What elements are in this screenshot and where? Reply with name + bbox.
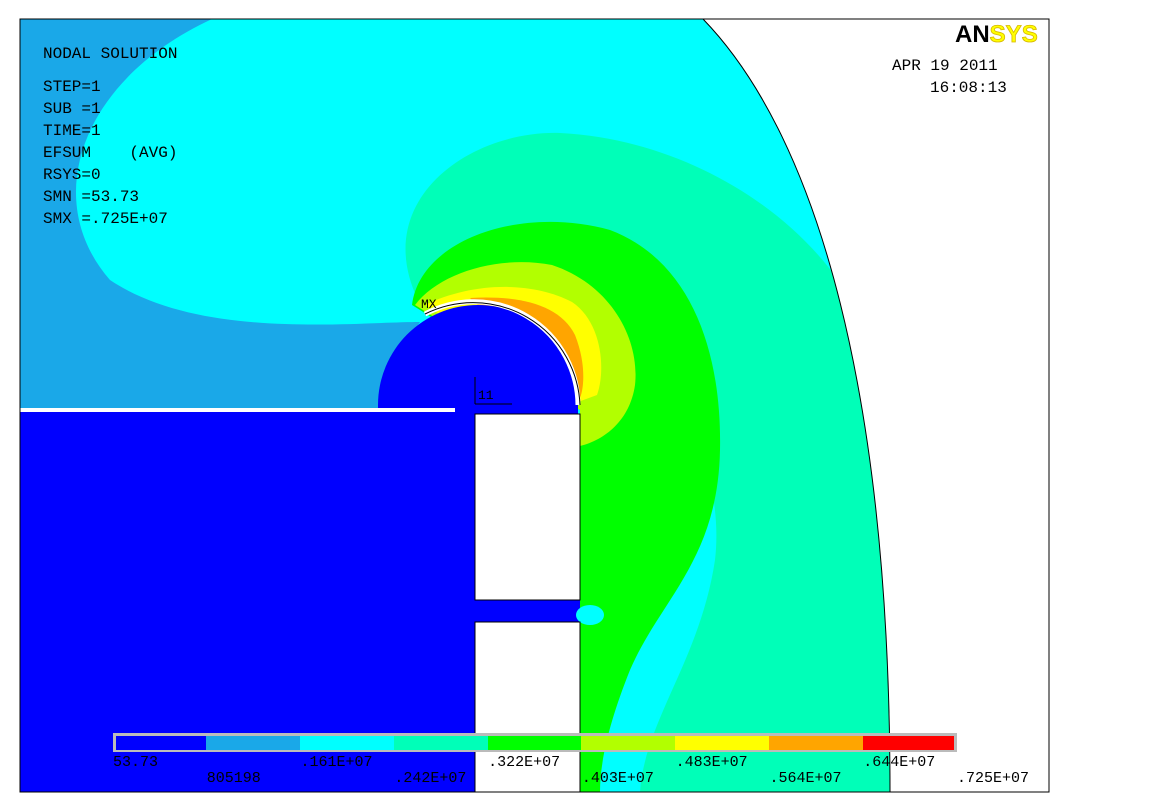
legend-swatch (769, 736, 863, 750)
legend-bar (113, 733, 957, 752)
legend-label: .322E+07 (488, 754, 560, 771)
info-lines: STEP=1 SUB =1 TIME=1 EFSUM (AVG) RSYS=0 SMN =… (43, 78, 177, 228)
node-marker: 11 (478, 388, 494, 403)
outer-boundary (702, 18, 891, 793)
legend-label: .161E+07 (301, 754, 373, 771)
legend-swatch (675, 736, 769, 750)
white-line (20, 408, 455, 412)
legend-label: 53.73 (113, 754, 158, 771)
slot-upper (474, 413, 581, 601)
frame (19, 18, 1050, 793)
info-line: SUB =1 (43, 100, 101, 118)
legend-swatch (300, 736, 394, 750)
date: APR 19 2011 (892, 57, 998, 75)
slot-lower (474, 621, 581, 792)
info-line: SMX =.725E+07 (43, 210, 168, 228)
info-title: NODAL SOLUTION (43, 45, 177, 63)
contour-blue-strip (378, 405, 578, 415)
legend-swatch (488, 736, 582, 750)
info-line: RSYS=0 (43, 166, 101, 184)
legend-label: .483E+07 (676, 754, 748, 771)
logo-second: SYS (990, 21, 1038, 48)
contour-spot (576, 605, 604, 625)
legend-swatch (863, 736, 954, 750)
info-line: EFSUM (AVG) (43, 144, 177, 162)
time: 16:08:13 (930, 79, 1007, 97)
legend-label: .564E+07 (769, 770, 841, 787)
contour-green (412, 221, 721, 792)
contour-blue (20, 320, 478, 792)
contour-blue-gap (475, 598, 580, 624)
info-line: TIME=1 (43, 122, 101, 140)
contour-light-blue (20, 19, 420, 412)
legend-label: .242E+07 (394, 770, 466, 787)
logo-first: AN (955, 21, 990, 48)
legend-label: .403E+07 (582, 770, 654, 787)
max-marker: MX (421, 297, 437, 312)
legend-label: .725E+07 (957, 770, 1029, 787)
contour-field (20, 19, 890, 792)
info-line: STEP=1 (43, 78, 101, 96)
legend-swatch (581, 736, 675, 750)
legend-label: .644E+07 (863, 754, 935, 771)
logo: ANSYS (955, 21, 1038, 48)
legend-label: 805198 (207, 770, 261, 787)
legend-labels: 53.73 805198 .161E+07 .242E+07 .322E+07 .403E… (113, 754, 1029, 787)
slot-edge (424, 302, 581, 406)
legend-swatch (206, 736, 300, 750)
contour-aquamarine (405, 132, 890, 792)
legend-swatch (116, 736, 210, 750)
info-line: SMN =53.73 (43, 188, 139, 206)
legend-swatch (394, 736, 488, 750)
